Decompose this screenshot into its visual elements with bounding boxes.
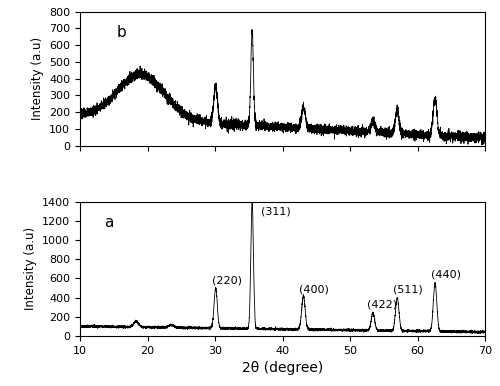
Text: (511): (511) <box>392 284 422 295</box>
Y-axis label: Intensity (a.u): Intensity (a.u) <box>30 37 44 120</box>
Text: (440): (440) <box>431 269 461 279</box>
Text: a: a <box>104 215 114 230</box>
Text: (311): (311) <box>261 206 290 216</box>
Text: (400): (400) <box>300 284 329 295</box>
Y-axis label: Intensity (a.u): Intensity (a.u) <box>24 227 36 310</box>
Text: (422): (422) <box>367 300 397 310</box>
X-axis label: 2θ (degree): 2θ (degree) <box>242 361 323 375</box>
Text: (220): (220) <box>212 275 242 285</box>
Text: b: b <box>116 25 126 40</box>
